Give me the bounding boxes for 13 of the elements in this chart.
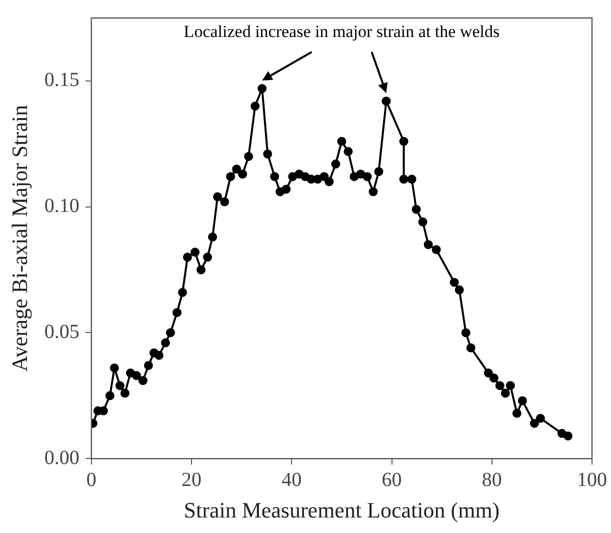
x-tick-label: 20 bbox=[182, 468, 202, 491]
y-axis-title: Average Bi-axial Major Strain bbox=[6, 105, 32, 372]
x-tick-label: 0 bbox=[86, 468, 96, 491]
x-tick-label: 60 bbox=[382, 468, 402, 491]
x-tick-label: 100 bbox=[577, 468, 607, 491]
y-tick-label: 0.05 bbox=[44, 320, 80, 343]
annotation: Localized increase in major strain at the welds bbox=[184, 22, 500, 41]
y-tick-label: 0.10 bbox=[44, 195, 80, 218]
x-tick-label: 80 bbox=[482, 468, 502, 491]
y-tick-label: 0.00 bbox=[44, 446, 80, 469]
x-axis-title: Strain Measurement Location (mm) bbox=[184, 498, 500, 523]
y-tick-label: 0.15 bbox=[44, 69, 80, 92]
x-tick-label: 40 bbox=[282, 468, 302, 491]
